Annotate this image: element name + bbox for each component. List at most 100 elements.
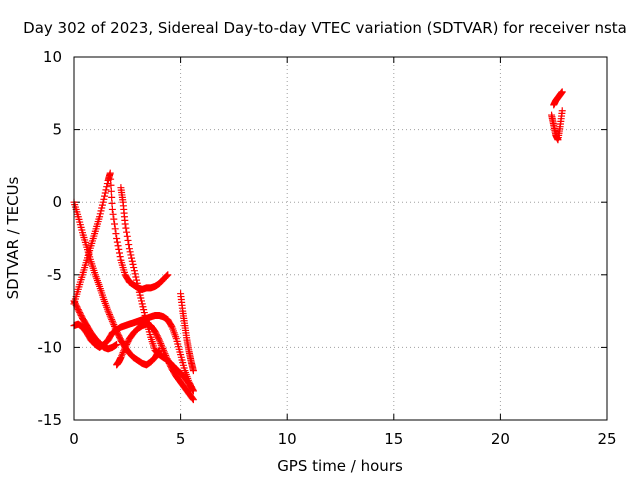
data-point xyxy=(101,192,109,200)
data-point xyxy=(157,341,165,349)
data-point xyxy=(117,354,125,362)
data-point xyxy=(114,242,122,250)
data-point xyxy=(189,387,197,395)
data-point xyxy=(110,321,118,329)
data-point xyxy=(128,254,136,262)
y-axis-ticks: -15 -10 -5 0 5 10 xyxy=(38,48,607,429)
data-point xyxy=(107,181,115,189)
data-point xyxy=(162,272,170,280)
x-tick-label: 15 xyxy=(384,430,403,448)
data-point xyxy=(121,220,129,228)
data-point xyxy=(129,260,137,268)
data-point xyxy=(107,187,115,195)
data-point xyxy=(155,335,163,343)
data-point xyxy=(112,230,120,238)
data-point xyxy=(115,249,123,257)
data-point xyxy=(155,336,163,344)
data-point xyxy=(125,245,133,253)
y-tick-label: -10 xyxy=(38,338,63,356)
data-point xyxy=(558,107,566,115)
series-track-4 xyxy=(70,297,121,353)
data-point xyxy=(115,245,123,253)
data-point xyxy=(100,195,108,203)
y-tick-label: 0 xyxy=(52,193,62,211)
data-point xyxy=(104,307,112,315)
plot-area-frame xyxy=(73,56,608,421)
series-track-6 xyxy=(117,184,197,395)
data-point xyxy=(126,248,134,256)
data-point xyxy=(116,253,124,261)
data-point xyxy=(123,232,131,240)
data-point xyxy=(109,210,117,218)
data-point xyxy=(128,257,136,265)
data-point xyxy=(113,238,121,246)
data-point xyxy=(108,316,116,324)
data-point xyxy=(159,345,167,353)
data-point xyxy=(108,199,116,207)
data-point xyxy=(118,352,126,360)
data-point xyxy=(131,270,139,278)
data-point xyxy=(118,350,126,358)
y-axis-label: SDTVAR / TECUs xyxy=(4,176,22,299)
data-point xyxy=(164,271,172,279)
y-tick-label: 10 xyxy=(43,48,62,66)
data-point xyxy=(106,169,114,177)
data-point xyxy=(133,276,141,284)
data-point xyxy=(133,279,141,287)
x-tick-label: 25 xyxy=(597,430,616,448)
data-point xyxy=(120,347,128,355)
data-point xyxy=(189,396,197,404)
data-series xyxy=(70,88,566,404)
data-point xyxy=(109,319,117,327)
y-tick-label: -5 xyxy=(47,266,62,284)
series-track-8 xyxy=(550,88,566,109)
data-point xyxy=(106,310,114,318)
y-tick-label: 5 xyxy=(52,121,62,139)
data-point xyxy=(167,322,175,330)
data-point xyxy=(101,189,109,197)
data-point xyxy=(106,312,114,320)
data-point xyxy=(127,251,135,259)
data-point xyxy=(163,272,171,280)
x-tick-label: 20 xyxy=(491,430,510,448)
data-point xyxy=(124,236,132,244)
data-point xyxy=(189,386,197,394)
data-point xyxy=(130,264,138,272)
data-point xyxy=(113,340,121,348)
data-point xyxy=(103,183,111,191)
data-point xyxy=(122,224,130,232)
data-point xyxy=(113,235,121,242)
x-axis-ticks: 0 5 10 15 20 25 xyxy=(69,57,617,448)
data-point xyxy=(103,180,111,188)
series-track-7 xyxy=(177,290,197,375)
data-point xyxy=(156,338,164,346)
chart-title: Day 302 of 2023, Sidereal Day-to-day VTE… xyxy=(23,19,627,37)
data-point xyxy=(189,395,197,403)
data-point xyxy=(119,348,127,356)
series-track-9 xyxy=(548,107,566,144)
data-point xyxy=(558,88,566,96)
data-point xyxy=(102,186,110,194)
x-tick-label: 5 xyxy=(176,430,186,448)
y-tick-label: -15 xyxy=(38,411,63,429)
data-point xyxy=(111,225,119,233)
data-point xyxy=(110,215,118,223)
data-point xyxy=(107,314,115,322)
x-tick-label: 10 xyxy=(278,430,297,448)
data-point xyxy=(160,348,168,356)
x-axis-label: GPS time / hours xyxy=(277,457,403,475)
data-point xyxy=(189,367,197,375)
data-point xyxy=(157,340,165,348)
data-point xyxy=(120,345,128,353)
data-point xyxy=(125,241,133,249)
data-point xyxy=(108,205,116,213)
grid xyxy=(74,57,607,420)
data-point xyxy=(123,228,131,236)
data-point xyxy=(111,220,119,228)
data-point xyxy=(160,346,168,354)
data-point xyxy=(107,175,115,183)
data-point xyxy=(132,273,140,281)
data-point xyxy=(105,309,113,317)
data-point xyxy=(108,193,116,201)
